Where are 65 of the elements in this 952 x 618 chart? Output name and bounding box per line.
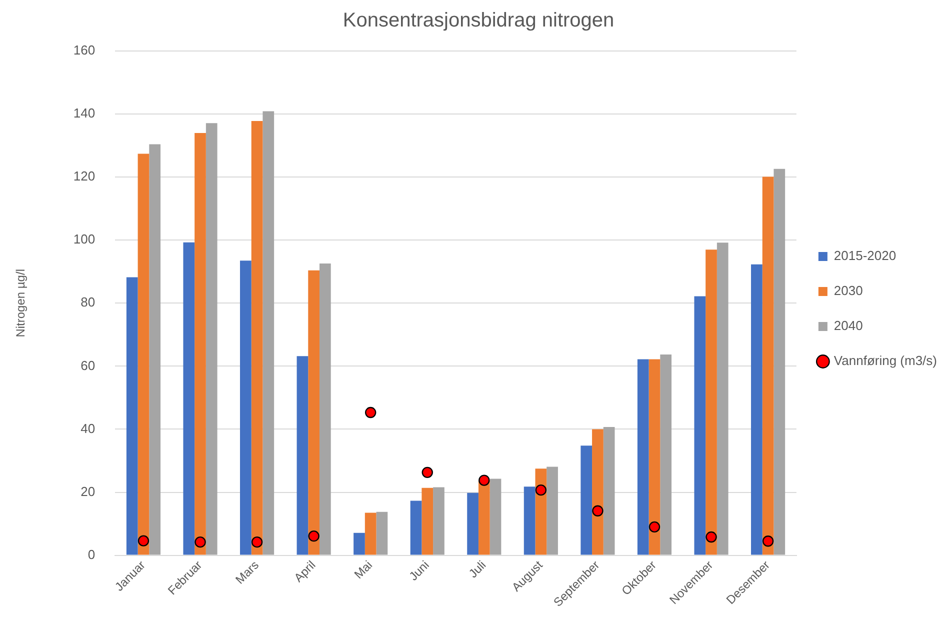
bar — [240, 260, 252, 555]
bar — [694, 296, 706, 555]
y-tick-label: 40 — [80, 420, 96, 436]
bar — [660, 354, 672, 555]
y-tick-label: 80 — [80, 294, 96, 310]
bar — [126, 277, 138, 555]
point — [648, 521, 660, 533]
x-tick-label: Mai — [351, 558, 376, 582]
bar — [138, 154, 150, 555]
point — [138, 535, 150, 546]
bar — [364, 512, 376, 555]
legend-label: 2015-2020 — [834, 248, 896, 264]
bar — [262, 111, 274, 555]
point — [364, 406, 376, 418]
point — [194, 536, 206, 548]
y-tick-label: 20 — [80, 484, 96, 499]
bar — [637, 359, 649, 555]
bar — [751, 264, 762, 555]
bar — [354, 532, 365, 555]
point — [478, 474, 490, 486]
bar — [149, 144, 161, 555]
bar — [774, 168, 786, 555]
bar — [319, 263, 331, 555]
point — [535, 484, 547, 496]
point — [251, 536, 263, 548]
bar — [194, 132, 206, 555]
bar — [592, 429, 604, 555]
y-axis-title: Nitrogen µg/l — [14, 269, 28, 338]
point — [592, 505, 604, 516]
bar — [535, 468, 547, 555]
bar — [478, 480, 490, 555]
y-tick-label: 100 — [73, 232, 96, 247]
point — [308, 530, 320, 542]
y-tick-label: 0 — [88, 546, 96, 562]
bar — [206, 123, 218, 555]
bar — [546, 466, 558, 555]
bar — [183, 242, 195, 555]
y-tick-label: 60 — [80, 358, 96, 373]
bar — [580, 446, 592, 555]
bar — [410, 500, 422, 555]
bar — [648, 359, 660, 555]
bar — [251, 120, 263, 555]
point — [706, 531, 717, 543]
bar — [490, 478, 502, 555]
x-tick-label: Juli — [466, 558, 489, 581]
bar — [716, 242, 728, 555]
legend-label: 2030 — [834, 283, 863, 298]
bar — [467, 492, 478, 555]
bar — [296, 356, 308, 555]
bar — [376, 512, 388, 555]
bar — [524, 486, 536, 555]
bar — [762, 176, 774, 555]
bar — [308, 270, 320, 555]
bar — [422, 488, 434, 555]
y-tick-label: 160 — [73, 42, 96, 58]
bar — [706, 250, 717, 555]
legend-label: 2040 — [834, 318, 863, 334]
bar — [603, 427, 615, 555]
y-tick-label: 140 — [73, 106, 96, 121]
y-tick-label: 120 — [73, 168, 96, 184]
bar — [433, 487, 444, 555]
chart-title: Konsentrasjonsbidrag nitrogen — [342, 10, 614, 32]
point — [422, 466, 433, 478]
point — [762, 536, 774, 547]
legend-label: Vannføring (m3/s) — [834, 353, 938, 368]
